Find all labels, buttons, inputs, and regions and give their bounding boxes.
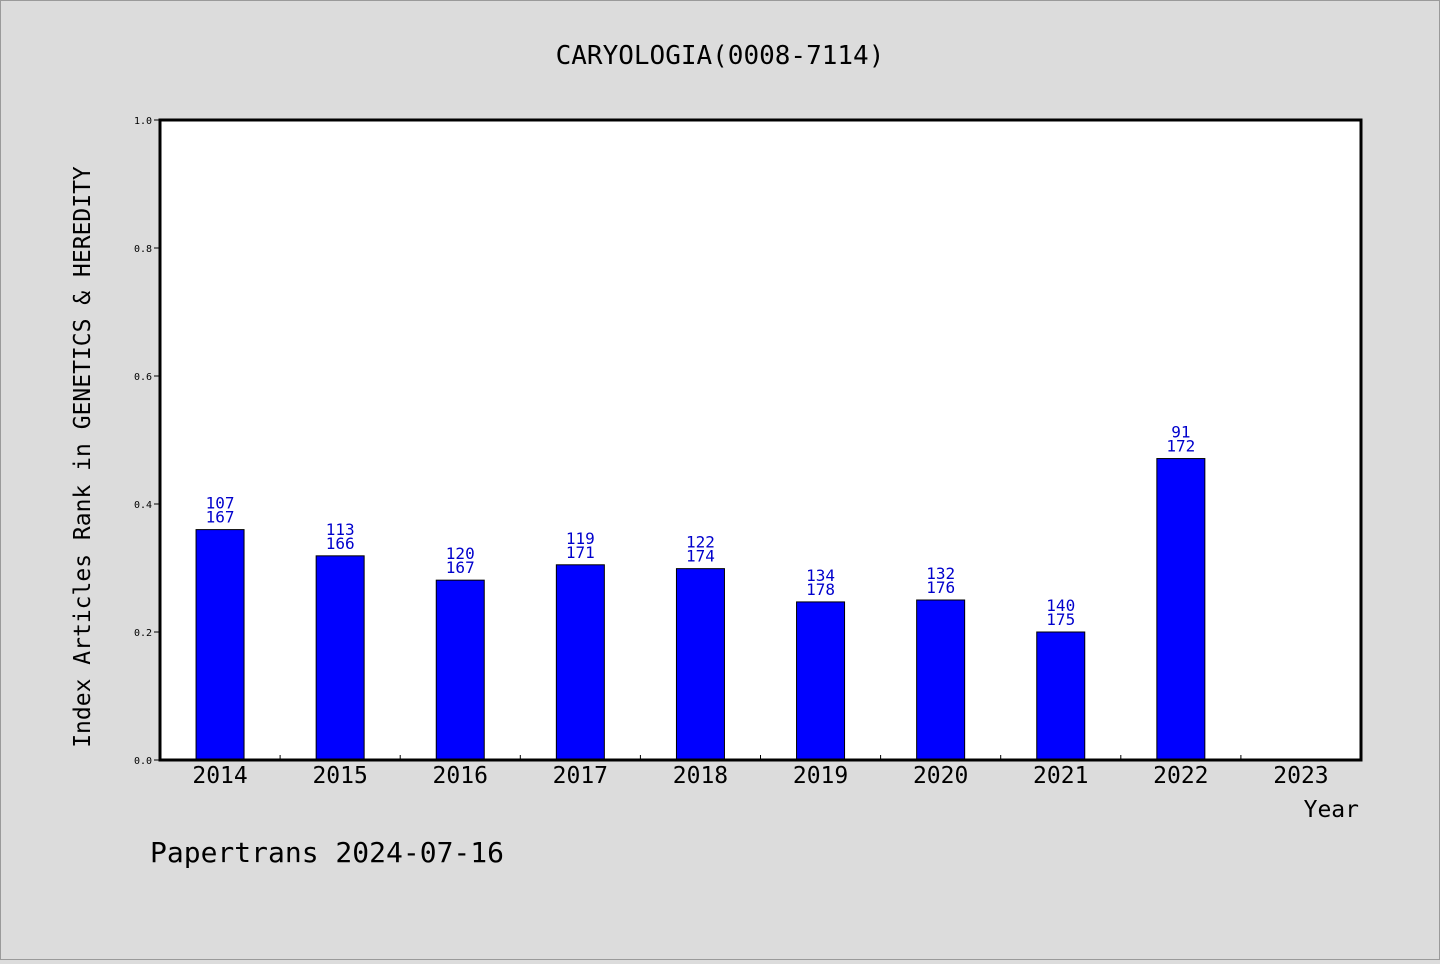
y-tick-label: 0.6 — [134, 372, 152, 383]
total-label-2015: 166 — [326, 534, 355, 553]
bar-2015 — [315, 555, 365, 761]
rank-label-2015: 113 — [326, 520, 355, 539]
rank-label-2020: 132 — [926, 564, 955, 583]
bar-2018 — [675, 568, 725, 761]
x-tick-label: 2020 — [913, 763, 968, 789]
total-label-2017: 171 — [566, 543, 595, 562]
bar-2017 — [555, 564, 605, 761]
x-tick-label: 2016 — [433, 763, 488, 789]
x-tick-label: 2018 — [673, 763, 728, 789]
y-tick-label: 1.0 — [134, 116, 152, 127]
total-label-2021: 175 — [1046, 610, 1075, 629]
bar-2020 — [916, 599, 966, 761]
footer-credit: Papertrans 2024-07-16 — [150, 836, 504, 869]
rank-label-2014: 107 — [206, 494, 235, 513]
rank-label-2019: 134 — [806, 566, 835, 585]
total-label-2018: 174 — [686, 547, 715, 566]
rank-label-2022: 91 — [1171, 423, 1190, 442]
x-tick-label: 2019 — [793, 763, 848, 789]
bar-2014 — [195, 529, 245, 761]
y-tick-label: 0.4 — [134, 500, 152, 511]
y-tick-label: 0.2 — [134, 628, 152, 639]
x-tick-label: 2014 — [192, 763, 247, 789]
bars-layer — [195, 458, 1206, 761]
y-tick-label: 0.0 — [134, 756, 152, 767]
rank-label-2017: 119 — [566, 529, 595, 548]
labels-layer: 1071671131661201671191711221741341781321… — [206, 423, 1196, 629]
total-label-2016: 167 — [446, 558, 475, 577]
bar-2016 — [435, 579, 485, 761]
total-label-2022: 172 — [1166, 437, 1195, 456]
total-label-2019: 178 — [806, 580, 835, 599]
bar-2022 — [1156, 458, 1206, 761]
x-tick-label: 2022 — [1153, 763, 1208, 789]
rank-label-2021: 140 — [1046, 596, 1075, 615]
x-axis: 2014 2015 2016 2017 2018 2019 2020 2021 2022 2023 — [192, 755, 1329, 789]
rank-label-2016: 120 — [446, 544, 475, 563]
x-axis-label: Year — [1304, 797, 1359, 823]
x-tick-label: 2017 — [553, 763, 608, 789]
bar-2021 — [1036, 631, 1086, 761]
plot-frame — [158, 118, 1363, 762]
chart-title: CARYOLOGIA(0008-7114) — [556, 41, 885, 71]
x-tick-label: 2015 — [312, 763, 367, 789]
x-tick-label: 2023 — [1273, 763, 1328, 789]
total-label-2020: 176 — [926, 578, 955, 597]
total-label-2014: 167 — [206, 508, 235, 527]
bar-2019 — [796, 601, 846, 761]
x-tick-label: 2021 — [1033, 763, 1088, 789]
y-axis-label: Index Articles Rank in GENETICS & HEREDI… — [70, 166, 96, 748]
y-tick-label: 0.8 — [134, 244, 152, 255]
rank-label-2018: 122 — [686, 533, 715, 552]
